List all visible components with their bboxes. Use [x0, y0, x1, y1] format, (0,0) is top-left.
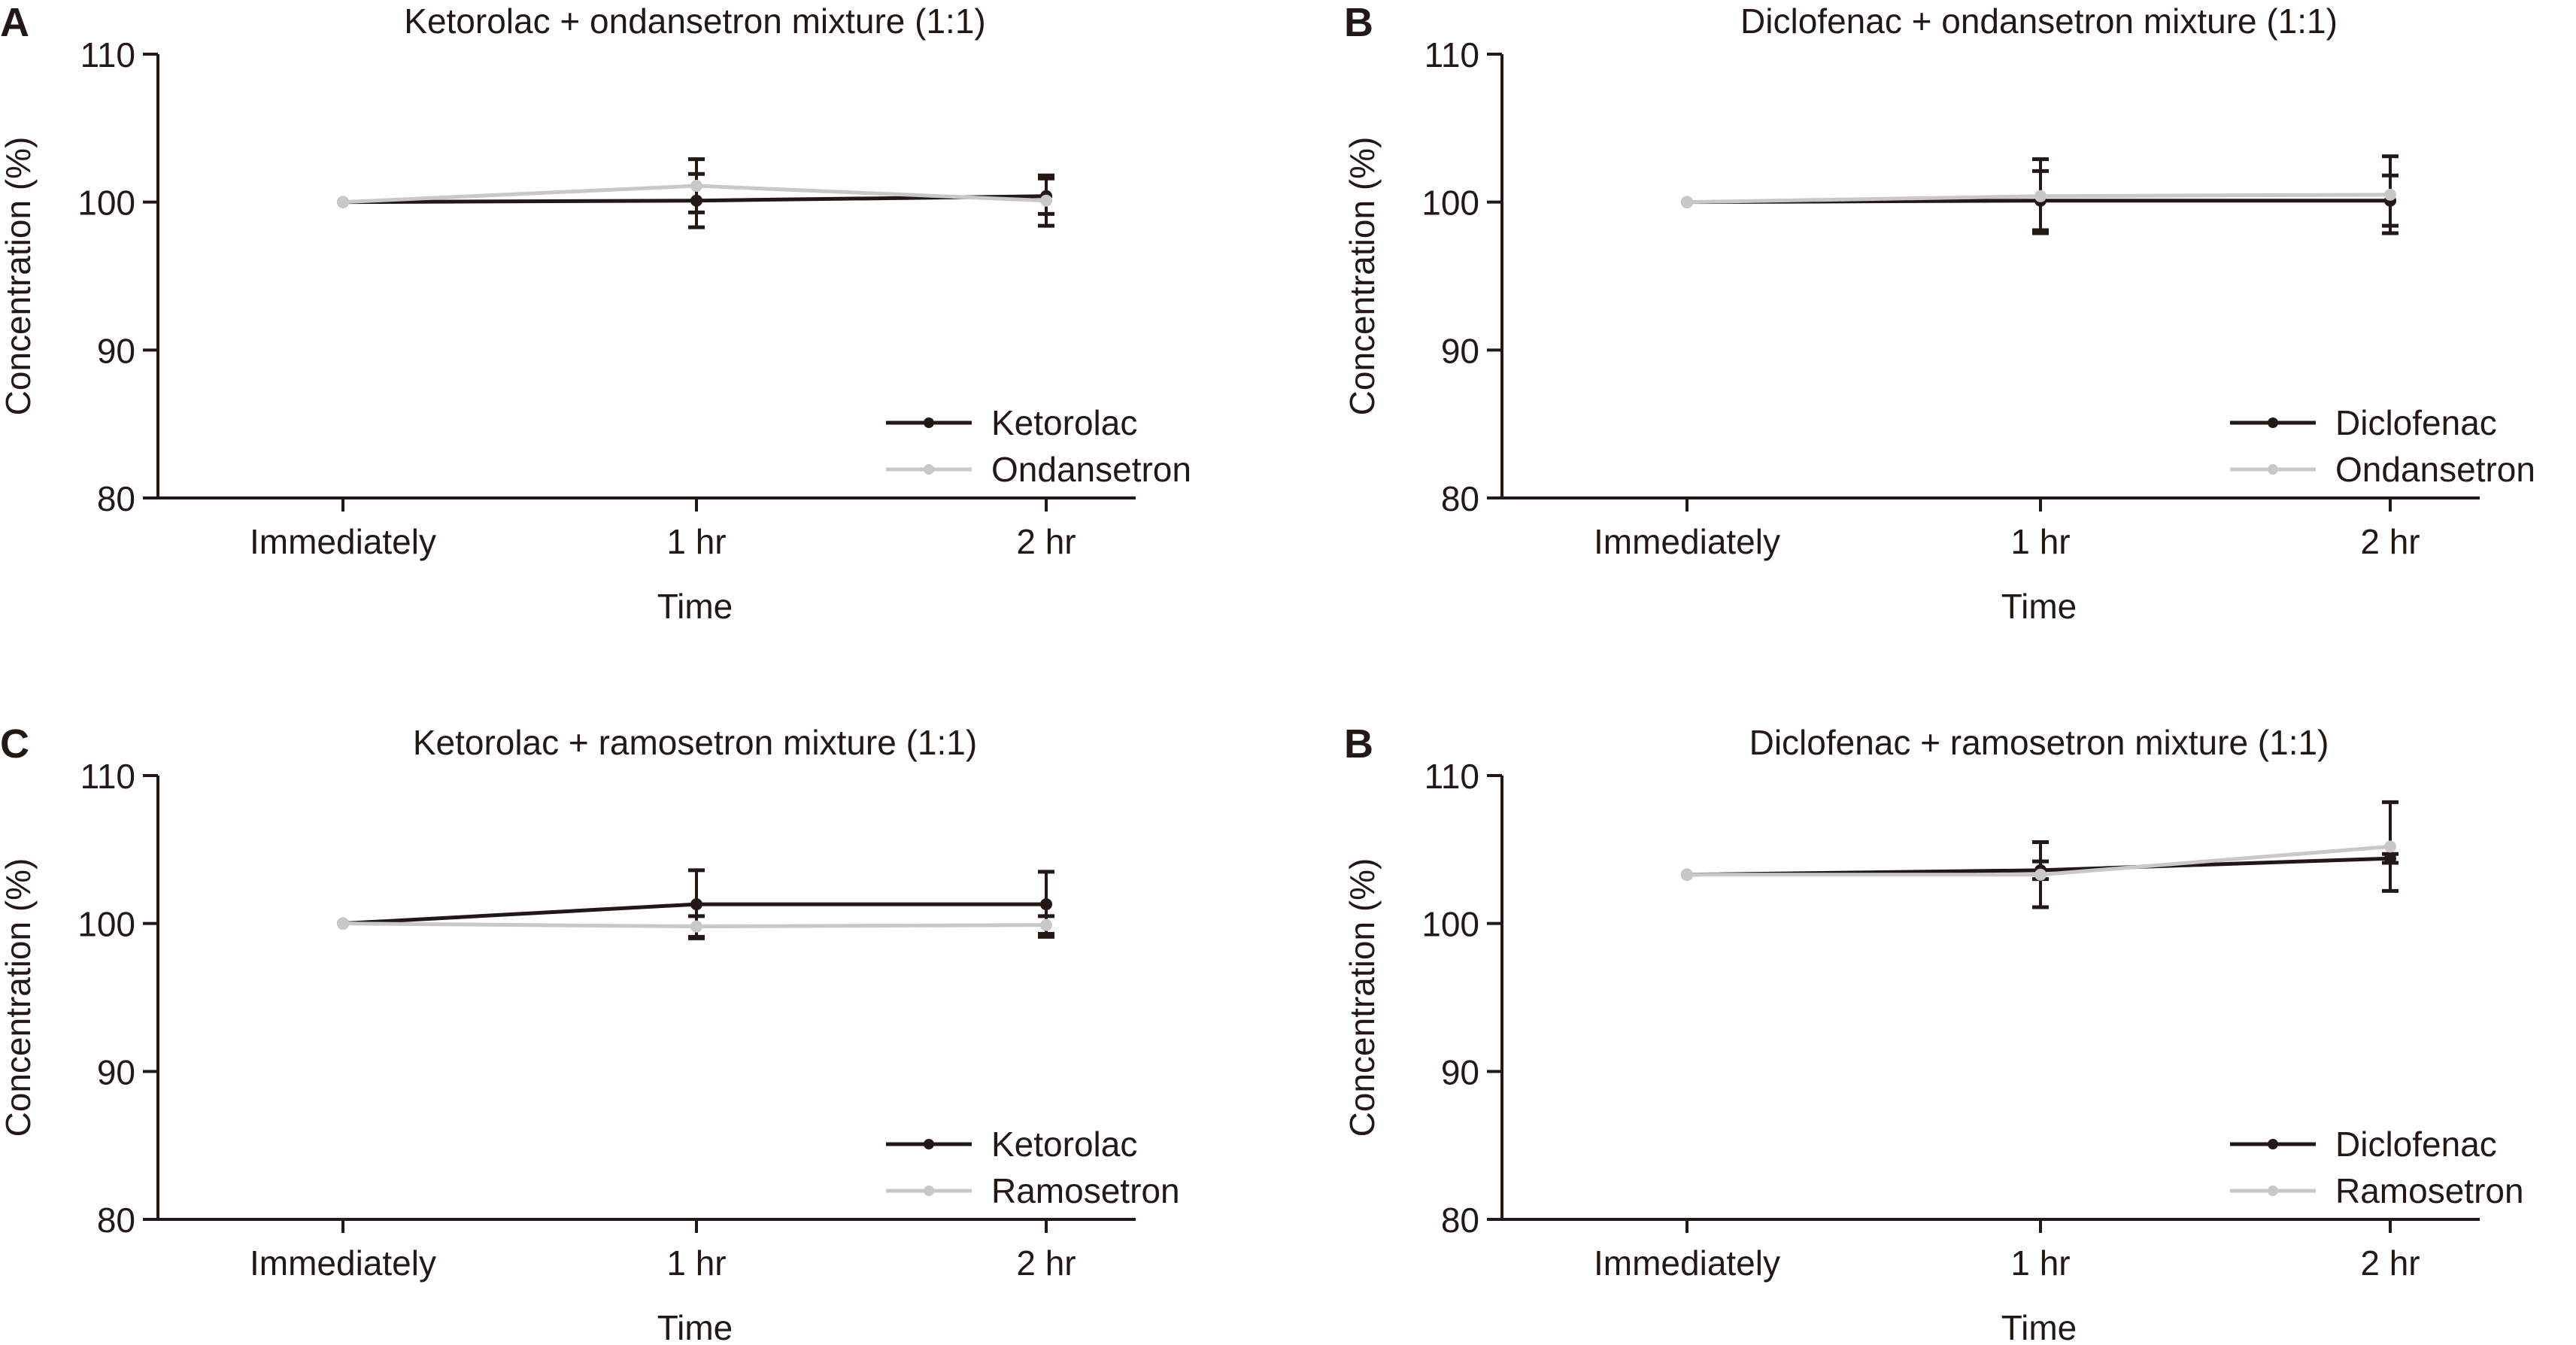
data-point	[2384, 188, 2396, 201]
legend-swatch-marker	[2268, 464, 2278, 475]
panel-1: B Diclofenac + ondansetron mixture (1:1) 8…	[1343, 0, 2535, 626]
x-tick-label: Immediately	[1594, 1243, 1780, 1283]
legend-label: Ketorolac	[991, 1125, 1137, 1164]
panel-0: A Ketorolac + ondansetron mixture (1:1) 80…	[0, 0, 1191, 626]
y-tick-label: 80	[97, 479, 135, 518]
legend-swatch-marker	[2268, 1186, 2278, 1196]
legend-label: Ramosetron	[991, 1171, 1180, 1210]
panel-label: B	[1344, 721, 1373, 767]
data-point	[2034, 190, 2047, 202]
x-tick-label: 2 hr	[1016, 522, 1076, 561]
panel-label: A	[0, 0, 29, 45]
data-point	[2384, 840, 2396, 853]
data-point	[1681, 868, 1693, 881]
panel-3: B Diclofenac + ramosetron mixture (1:1) 80…	[1343, 721, 2524, 1345]
legend-swatch-marker	[2268, 417, 2278, 428]
x-tick-label: Immediately	[250, 522, 436, 561]
y-tick-label: 100	[77, 184, 135, 223]
legend-label: Diclofenac	[2335, 403, 2497, 442]
y-tick-label: 90	[97, 1052, 135, 1091]
data-point	[690, 180, 702, 193]
x-tick-label: 1 hr	[666, 522, 726, 561]
x-tick-label: Immediately	[250, 1243, 436, 1283]
legend-swatch-marker	[924, 464, 934, 475]
panel-2: C Ketorolac + ramosetron mixture (1:1) 80 9…	[0, 721, 1180, 1345]
y-tick-label: 90	[97, 331, 135, 370]
y-tick-label: 80	[97, 1201, 135, 1240]
legend-label: Ondansetron	[991, 450, 1191, 489]
data-point	[1040, 918, 1052, 931]
chart-title: Ketorolac + ramosetron mixture (1:1)	[413, 723, 977, 762]
legend-label: Ramosetron	[2335, 1171, 2524, 1210]
data-point	[1681, 196, 1693, 208]
y-axis-label: Concentration (%)	[0, 137, 38, 416]
x-tick-label: 1 hr	[666, 1243, 726, 1283]
x-tick-label: 1 hr	[2010, 1243, 2070, 1283]
y-tick-label: 100	[77, 905, 135, 944]
y-tick-label: 110	[80, 757, 135, 796]
legend-swatch-marker	[924, 1186, 934, 1196]
x-tick-label: 2 hr	[2360, 1243, 2420, 1283]
y-tick-label: 90	[1441, 331, 1479, 370]
x-tick-label: Immediately	[1594, 522, 1780, 561]
x-tick-label: 1 hr	[2010, 522, 2070, 561]
x-tick-label: 2 hr	[1016, 1243, 1076, 1283]
y-tick-label: 100	[1422, 184, 1479, 223]
y-tick-label: 90	[1441, 1052, 1479, 1091]
chart-title: Diclofenac + ramosetron mixture (1:1)	[1749, 723, 2329, 762]
data-point	[1040, 898, 1052, 911]
legend-label: Diclofenac	[2335, 1125, 2497, 1164]
x-axis-label: Time	[2001, 1308, 2077, 1345]
series-ramosetron	[1681, 800, 2399, 909]
y-tick-label: 110	[80, 35, 135, 74]
x-axis-label: Time	[657, 1308, 733, 1345]
chart-title: Diclofenac + ondansetron mixture (1:1)	[1740, 2, 2338, 41]
chart-title: Ketorolac + ondansetron mixture (1:1)	[404, 2, 985, 41]
y-tick-label: 80	[1441, 479, 1479, 518]
x-axis-label: Time	[657, 587, 733, 626]
y-axis-label: Concentration (%)	[0, 858, 38, 1137]
legend-swatch-marker	[2268, 1139, 2278, 1149]
y-tick-label: 110	[1425, 35, 1479, 74]
x-tick-label: 2 hr	[2360, 522, 2420, 561]
data-point	[337, 917, 349, 930]
x-axis-label: Time	[2001, 587, 2077, 626]
y-tick-label: 80	[1441, 1201, 1479, 1240]
data-point	[690, 920, 702, 933]
data-point	[2034, 868, 2047, 881]
series-ramosetron	[337, 914, 1054, 939]
legend-swatch-marker	[924, 1139, 934, 1149]
data-point	[690, 898, 702, 911]
y-axis-label: Concentration (%)	[1343, 137, 1382, 416]
y-tick-label: 100	[1422, 905, 1479, 944]
data-point	[337, 196, 349, 208]
legend-label: Ondansetron	[2335, 450, 2535, 489]
y-axis-label: Concentration (%)	[1343, 858, 1382, 1137]
panel-label: B	[1344, 0, 1373, 45]
series-ondansetron	[1681, 154, 2399, 235]
y-tick-label: 110	[1425, 757, 1479, 796]
data-point	[1040, 194, 1052, 207]
panel-label: C	[0, 721, 29, 767]
legend-swatch-marker	[924, 417, 934, 428]
series-ondansetron	[337, 157, 1054, 228]
legend-label: Ketorolac	[991, 403, 1137, 442]
